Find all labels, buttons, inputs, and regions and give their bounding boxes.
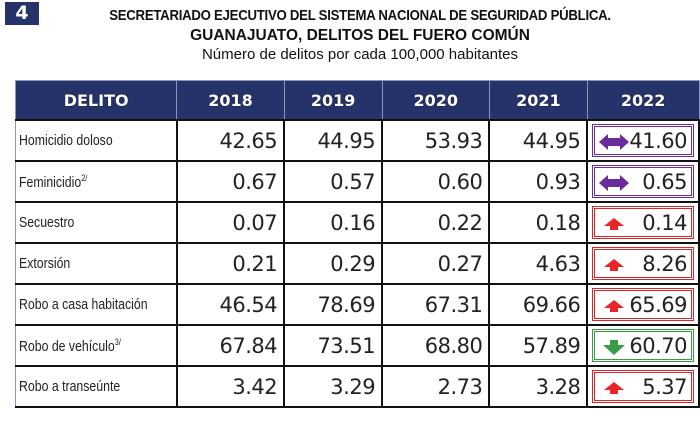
arrow-up-icon: [599, 255, 629, 273]
value-2019: 0.29: [283, 242, 384, 285]
table-row: Secuestro 0.07 0.16 0.22 0.18 0.14: [14, 201, 700, 244]
crime-label: Feminicidio2/: [14, 160, 178, 203]
header-2022: 2022: [586, 80, 700, 121]
value-2020: 53.93: [381, 119, 491, 162]
value-2020: 67.31: [381, 283, 491, 326]
table-row: Extorsión 0.21 0.29 0.27 4.63 8.26: [14, 242, 700, 285]
crime-name: Extorsión: [19, 255, 71, 272]
table-row: Robo a transeúnte 3.42 3.29 2.73 3.28 5.37: [14, 365, 700, 408]
value-2022-cell: 65.69: [586, 283, 700, 326]
value-2018: 67.84: [175, 324, 286, 367]
value-2018: 42.65: [175, 119, 286, 162]
arrow-up-icon: [599, 296, 629, 314]
title-line-1: SECRETARIADO EJECUTIVO DEL SISTEMA NACIO…: [109, 7, 611, 24]
value-2022-cell: 41.60: [586, 119, 700, 162]
crime-label: Robo a casa habitación: [14, 283, 178, 326]
crime-name: Feminicidio: [19, 173, 82, 191]
value-2019: 0.57: [283, 160, 384, 203]
crime-name: Homicidio doloso: [19, 132, 113, 149]
subtitle: Número de delitos por cada 100,000 habit…: [201, 46, 519, 63]
value-2022: 5.37: [642, 374, 687, 399]
footnote-mark: 3/: [114, 336, 121, 347]
value-2022-cell: 0.14: [586, 201, 700, 244]
value-2021: 0.18: [488, 201, 589, 244]
crime-name: Secuestro: [19, 214, 75, 231]
trend-box: 8.26: [592, 247, 694, 280]
value-2019: 0.16: [283, 201, 384, 244]
value-2020: 0.27: [381, 242, 491, 285]
table-row: Homicidio doloso 42.65 44.95 53.93 44.95 41.6…: [14, 119, 700, 162]
double-arrow-icon: [599, 132, 630, 150]
value-2022: 65.69: [629, 292, 687, 317]
value-2021: 57.89: [488, 324, 589, 367]
header-2021: 2021: [488, 80, 588, 121]
value-2021: 4.63: [488, 242, 589, 285]
trend-box: 65.69: [592, 288, 694, 321]
value-2019: 73.51: [283, 324, 384, 367]
crime-label: Homicidio doloso: [14, 119, 178, 162]
crime-label: Extorsión: [14, 242, 178, 285]
table-row: Feminicidio2/0.67 0.57 0.60 0.93 0.65: [14, 160, 700, 203]
trend-box: 60.70: [592, 329, 694, 362]
value-2022: 0.14: [642, 210, 687, 235]
value-2022-cell: 8.26: [586, 242, 700, 285]
header-2020: 2020: [381, 80, 490, 121]
table-row: Robo de vehículo3/67.84 73.51 68.80 57.89 60…: [14, 324, 700, 367]
arrow-up-icon: [599, 378, 629, 396]
double-arrow-icon: [599, 173, 630, 191]
header-delito: DELITO: [14, 80, 178, 121]
value-2019: 78.69: [283, 283, 384, 326]
trend-box: 0.14: [592, 206, 694, 239]
value-2021: 69.66: [488, 283, 589, 326]
value-2021: 3.28: [488, 365, 589, 408]
crime-name: Robo a casa habitación: [19, 296, 148, 313]
value-2020: 0.22: [381, 201, 491, 244]
value-2022-cell: 60.70: [586, 324, 700, 367]
crime-label: Robo a transeúnte: [14, 365, 178, 408]
value-2022: 0.65: [642, 169, 687, 194]
value-2018: 3.42: [175, 365, 286, 408]
arrow-down-icon: [599, 337, 629, 355]
value-2018: 0.21: [175, 242, 286, 285]
crime-label: Robo de vehículo3/: [14, 324, 178, 367]
value-2018: 46.54: [175, 283, 286, 326]
crime-rates-table: DELITO 2018 2019 2020 2021 2022 Homicidi…: [14, 80, 700, 408]
value-2022: 8.26: [642, 251, 687, 276]
section-number-badge: 4: [5, 2, 39, 25]
title-block: SECRETARIADO EJECUTIVO DEL SISTEMA NACIO…: [60, 6, 660, 64]
value-2019: 3.29: [283, 365, 384, 408]
table-row: Robo a casa habitación 46.54 78.69 67.31 69.…: [14, 283, 700, 326]
value-2019: 44.95: [283, 119, 384, 162]
trend-box: 5.37: [592, 370, 694, 403]
value-2022-cell: 0.65: [586, 160, 700, 203]
value-2022: 60.70: [629, 333, 687, 358]
value-2022-cell: 5.37: [586, 365, 700, 408]
footnote-mark: 2/: [81, 172, 88, 183]
value-2021: 44.95: [488, 119, 589, 162]
value-2020: 68.80: [381, 324, 491, 367]
value-2020: 0.60: [381, 160, 491, 203]
crime-name: Robo a transeúnte: [19, 378, 121, 395]
trend-box: 41.60: [592, 124, 694, 157]
crime-label: Secuestro: [14, 201, 178, 244]
value-2020: 2.73: [381, 365, 491, 408]
title-line-2: GUANAJUATO, DELITOS DEL FUERO COMÚN: [190, 27, 530, 44]
header-2018: 2018: [176, 80, 285, 121]
header-2019: 2019: [283, 80, 383, 121]
value-2018: 0.07: [175, 201, 286, 244]
value-2018: 0.67: [175, 160, 286, 203]
crime-name: Robo de vehículo: [19, 337, 115, 355]
value-2022: 41.60: [629, 128, 687, 153]
arrow-up-icon: [599, 214, 629, 232]
table-header-row: DELITO 2018 2019 2020 2021 2022: [14, 80, 700, 121]
value-2021: 0.93: [488, 160, 589, 203]
trend-box: 0.65: [592, 165, 694, 198]
